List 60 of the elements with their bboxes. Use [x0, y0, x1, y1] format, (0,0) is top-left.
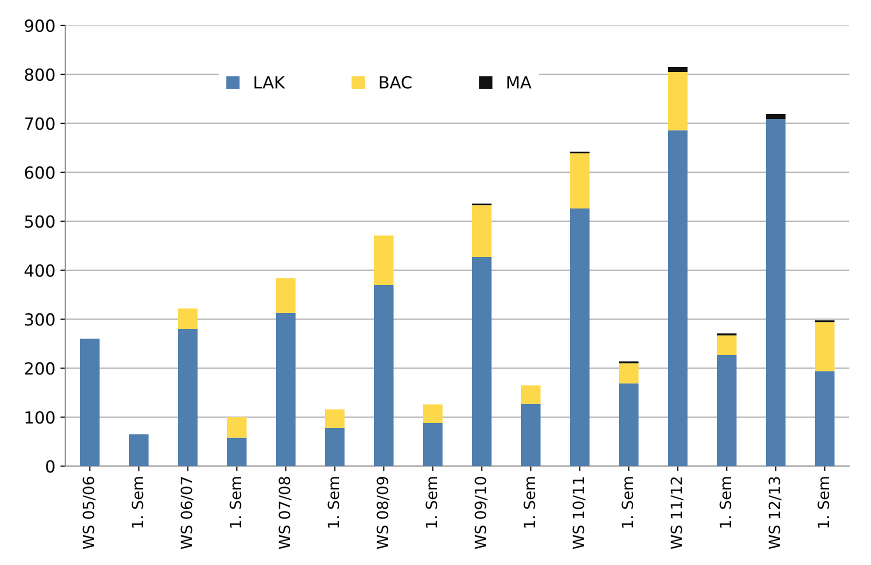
- bar: [766, 114, 786, 119]
- bar: [276, 312, 296, 466]
- x-tick-label: WS 09/10: [474, 476, 488, 550]
- bar: [324, 409, 345, 428]
- y-tick-label: 500: [25, 215, 54, 228]
- x-tick-label: 1. Sem: [720, 477, 732, 528]
- bar: [618, 363, 639, 384]
- bar: [814, 322, 835, 372]
- legend-label: LAK: [254, 76, 286, 88]
- x-tick-label: 1. Sem: [230, 477, 242, 528]
- bar: [766, 118, 786, 466]
- bar: [178, 329, 198, 466]
- x-tick-label: 1. Sem: [132, 477, 144, 528]
- x-tick-label: 1. Sem: [426, 477, 438, 528]
- bar: [472, 205, 492, 258]
- bar: [472, 257, 492, 466]
- x-tick-label: WS 10/11: [572, 477, 586, 550]
- y-tick-label: 0: [46, 460, 54, 473]
- bar: [570, 208, 590, 466]
- x-tick-label: 1. Sem: [524, 477, 536, 528]
- x-tick-label: 1. Sem: [328, 477, 340, 528]
- bar: [276, 278, 296, 313]
- bar: [374, 284, 394, 466]
- bar: [668, 130, 688, 466]
- bar: [324, 428, 345, 466]
- bar: [374, 235, 394, 285]
- bar: [422, 404, 443, 424]
- x-tick-label: 1. Sem: [622, 477, 634, 528]
- bar: [668, 67, 688, 72]
- x-tick-label: WS 07/08: [278, 476, 292, 550]
- bar: [570, 153, 590, 209]
- x-tick-label: WS 05/06: [82, 476, 96, 550]
- bar: [227, 438, 247, 466]
- y-tick-label: 200: [25, 362, 54, 375]
- bar: [422, 423, 443, 466]
- bar: [716, 335, 737, 355]
- legend-label: MA: [507, 76, 532, 88]
- y-tick-label: 800: [24, 68, 54, 81]
- x-tick-label: WS 06/07: [180, 477, 194, 550]
- x-tick-label: 1. Sem: [818, 477, 830, 528]
- bar: [668, 72, 688, 130]
- y-tick-label: 900: [24, 19, 54, 32]
- bar: [814, 371, 835, 466]
- x-tick-label: WS 08/09: [376, 476, 390, 550]
- bar: [520, 385, 541, 404]
- y-tick-label: 100: [26, 411, 54, 424]
- bar: [227, 417, 247, 438]
- legend-label: BAC: [380, 76, 412, 89]
- x-tick-label: WS 12/13: [768, 477, 782, 550]
- y-tick-label: 300: [25, 313, 54, 326]
- y-tick-label: 600: [24, 166, 54, 179]
- x-tick-label: WS 11/12: [670, 477, 684, 550]
- bar: [618, 383, 639, 466]
- bar: [129, 434, 149, 466]
- bar: [178, 308, 198, 330]
- bar: [80, 338, 100, 466]
- bar: [716, 354, 737, 466]
- bar: [520, 404, 541, 466]
- y-tick-label: 400: [24, 264, 54, 277]
- y-tick-label: 700: [25, 117, 54, 130]
